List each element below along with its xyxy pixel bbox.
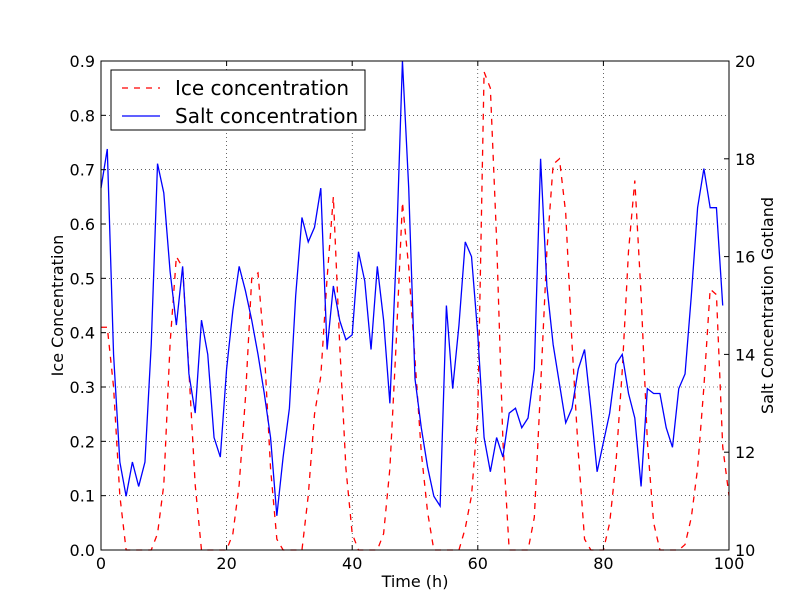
y-right-axis-label: Salt Concentration Gotland [758,197,777,414]
y-left-tick-label: 0.0 [70,541,95,560]
salt-concentration-line [100,60,724,516]
x-tick-label: 80 [593,554,613,573]
legend-label: Ice concentration [175,76,349,100]
y-left-tick-label: 0.9 [70,52,95,71]
y-left-tick-label: 0.6 [70,215,95,234]
y-left-tick-label: 0.5 [70,269,95,288]
y-left-tick-label: 0.1 [70,487,95,506]
legend-label: Salt concentration [175,104,358,128]
y-right-tick-label: 14 [735,345,755,364]
y-left-tick-label: 0.8 [70,106,95,125]
x-tick-label: 60 [468,554,488,573]
y-left-axis-label: Ice Concentration [48,235,67,377]
x-axis-label: Time (h) [381,572,449,591]
y-right-tick-label: 20 [735,52,755,71]
y-left-tick-label: 0.7 [70,161,95,180]
y-left-tick-label: 0.3 [70,378,95,397]
y-right-tick-label: 10 [735,541,755,560]
x-tick-label: 100 [714,554,745,573]
y-right-tick-label: 12 [735,443,755,462]
y-left-tick-label: 0.4 [70,324,95,343]
x-tick-label: 40 [342,554,362,573]
ice-concentration-line [101,71,730,551]
y-left-tick-label: 0.2 [70,432,95,451]
plot-frame [100,60,730,551]
y-right-tick-label: 18 [735,150,755,169]
x-tick-label: 0 [96,554,106,573]
y-right-tick-label: 16 [735,248,755,267]
x-tick-label: 20 [216,554,236,573]
legend-box [110,69,366,131]
